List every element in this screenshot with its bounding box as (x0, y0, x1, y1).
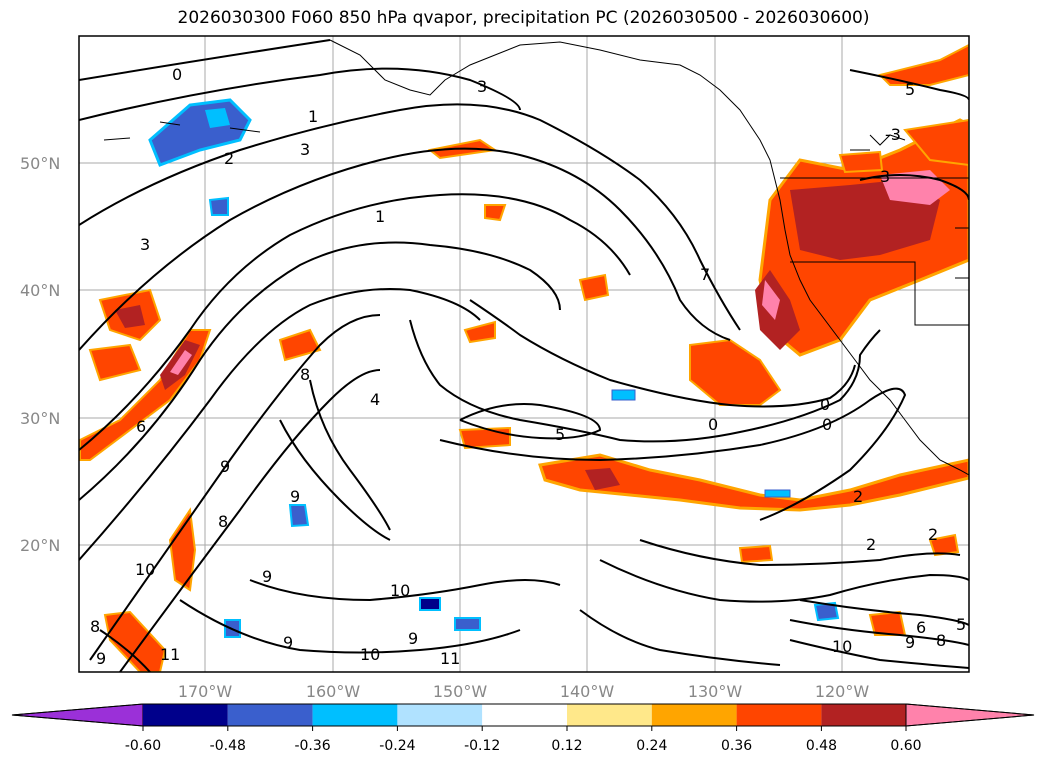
contour-label: 9 (905, 633, 915, 652)
contour-label: 2 (866, 535, 876, 554)
colorbar-tick-label: 0.36 (721, 738, 752, 754)
colorbar-tick-label: 0.24 (636, 738, 667, 754)
contour-label: 9 (96, 649, 106, 668)
contour-label: 3 (300, 140, 310, 159)
lat-label: 40°N (20, 281, 60, 300)
lon-label: 120°W (815, 682, 870, 701)
colorbar-segment (143, 704, 228, 726)
lat-label: 50°N (20, 154, 60, 173)
contour-label: -3 (885, 125, 901, 144)
contour-label: 5 (956, 615, 966, 634)
contour-label: 8 (936, 631, 946, 650)
lat-label: 20°N (20, 536, 60, 555)
colorbar-segment (651, 704, 737, 726)
contour-label: 0 (172, 65, 182, 84)
lon-axis: 170°W 160°W 150°W 140°W 130°W 120°W (178, 682, 870, 701)
contour-label: 1 (308, 107, 318, 126)
contour-label: 7 (700, 265, 710, 284)
colorbar-right-extend-icon (905, 703, 1035, 727)
contour-label: 6 (136, 417, 146, 436)
colorbar-segment (482, 704, 567, 726)
contour-label: 3 (880, 167, 890, 186)
contour-label: 10 (832, 637, 852, 656)
colorbar-tick-label: -0.36 (294, 738, 330, 754)
map-frame (78, 35, 970, 673)
map-title: 2026030300 F060 850 hPa qvapor, precipit… (177, 8, 870, 28)
contour-label: 3 (477, 77, 487, 96)
qvapor-contours (79, 39, 969, 672)
precip-positive-areas (79, 43, 969, 672)
contour-label: 9 (283, 633, 293, 652)
contour-label: 2 (853, 487, 863, 506)
contour-label: 3 (140, 235, 150, 254)
contour-label: 10 (135, 560, 155, 579)
colorbar-segment (567, 704, 652, 726)
lon-label: 150°W (433, 682, 488, 701)
contour-label: 10 (360, 645, 380, 664)
colorbar-segment (821, 704, 907, 726)
colorbar-tick-label: 0.60 (890, 738, 921, 754)
contour-label: 0 (822, 415, 832, 434)
contour-label: 11 (440, 649, 460, 668)
precip-negative-areas (148, 98, 840, 638)
colorbar-left-extend-icon (11, 703, 144, 727)
contour-label: 8 (90, 617, 100, 636)
contour-label: 6 (916, 618, 926, 637)
contour-label: 9 (262, 567, 272, 586)
colorbar-tick-label: 0.48 (806, 738, 837, 754)
lat-label: 30°N (20, 409, 60, 428)
colorbar-segment (227, 704, 313, 726)
lon-label: 140°W (560, 682, 615, 701)
contour-label: 9 (408, 629, 418, 648)
colorbar-tick-label: -0.48 (210, 738, 246, 754)
contour-label: 8 (218, 512, 228, 531)
colorbar-segment (397, 704, 483, 726)
contour-label: 5 (905, 80, 915, 99)
contour-label: 5 (555, 425, 565, 444)
contour-label: 9 (220, 457, 230, 476)
lat-axis: 50°N 40°N 30°N 20°N (20, 154, 60, 555)
contour-label: 0 (708, 415, 718, 434)
colorbar: -0.60 -0.48 -0.36 -0.24 -0.12 0.12 0.24 … (11, 703, 1035, 754)
contour-label: 2 (928, 525, 938, 544)
contour-label: 11 (160, 645, 180, 664)
colorbar-tick-label: -0.24 (379, 738, 415, 754)
contour-label: 4 (370, 390, 380, 409)
contour-label: 2 (224, 149, 234, 168)
contour-label: 8 (300, 365, 310, 384)
lon-label: 170°W (178, 682, 233, 701)
colorbar-tick-label: 0.12 (551, 738, 582, 754)
colorbar-segment (736, 704, 822, 726)
lon-label: 160°W (306, 682, 361, 701)
contour-label: 0 (820, 395, 830, 414)
colorbar-tick-label: -0.60 (125, 738, 161, 754)
contour-labels: 0 1 2 3 3 3 1 -3 5 3 7 8 4 5 6 0 0 0 9 9… (90, 65, 966, 668)
contour-label: 10 (390, 581, 410, 600)
colorbar-segment (312, 704, 398, 726)
colorbar-tick-label: -0.12 (464, 738, 500, 754)
lon-label: 130°W (688, 682, 743, 701)
contour-label: 1 (375, 207, 385, 226)
contour-label: 9 (290, 487, 300, 506)
